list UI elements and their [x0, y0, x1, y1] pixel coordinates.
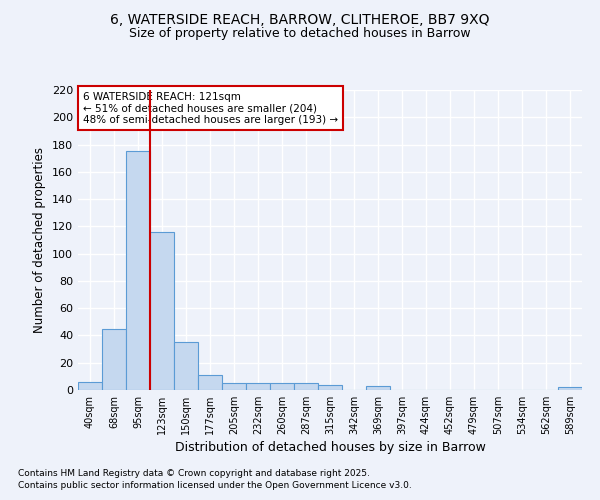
Bar [102, 328, 126, 390]
Bar [126, 152, 150, 390]
Bar [246, 383, 270, 390]
Bar [78, 382, 102, 390]
Text: Contains public sector information licensed under the Open Government Licence v3: Contains public sector information licen… [18, 481, 412, 490]
Text: 6, WATERSIDE REACH, BARROW, CLITHEROE, BB7 9XQ: 6, WATERSIDE REACH, BARROW, CLITHEROE, B… [110, 12, 490, 26]
Bar [366, 386, 390, 390]
Bar [558, 388, 582, 390]
Bar [174, 342, 198, 390]
Bar [198, 375, 222, 390]
Bar [318, 384, 342, 390]
Text: 6 WATERSIDE REACH: 121sqm
← 51% of detached houses are smaller (204)
48% of semi: 6 WATERSIDE REACH: 121sqm ← 51% of detac… [83, 92, 338, 124]
Bar [222, 383, 246, 390]
Bar [150, 232, 174, 390]
Bar [270, 383, 294, 390]
Text: Contains HM Land Registry data © Crown copyright and database right 2025.: Contains HM Land Registry data © Crown c… [18, 468, 370, 477]
Text: Size of property relative to detached houses in Barrow: Size of property relative to detached ho… [129, 28, 471, 40]
Bar [294, 383, 318, 390]
Y-axis label: Number of detached properties: Number of detached properties [34, 147, 46, 333]
X-axis label: Distribution of detached houses by size in Barrow: Distribution of detached houses by size … [175, 441, 485, 454]
